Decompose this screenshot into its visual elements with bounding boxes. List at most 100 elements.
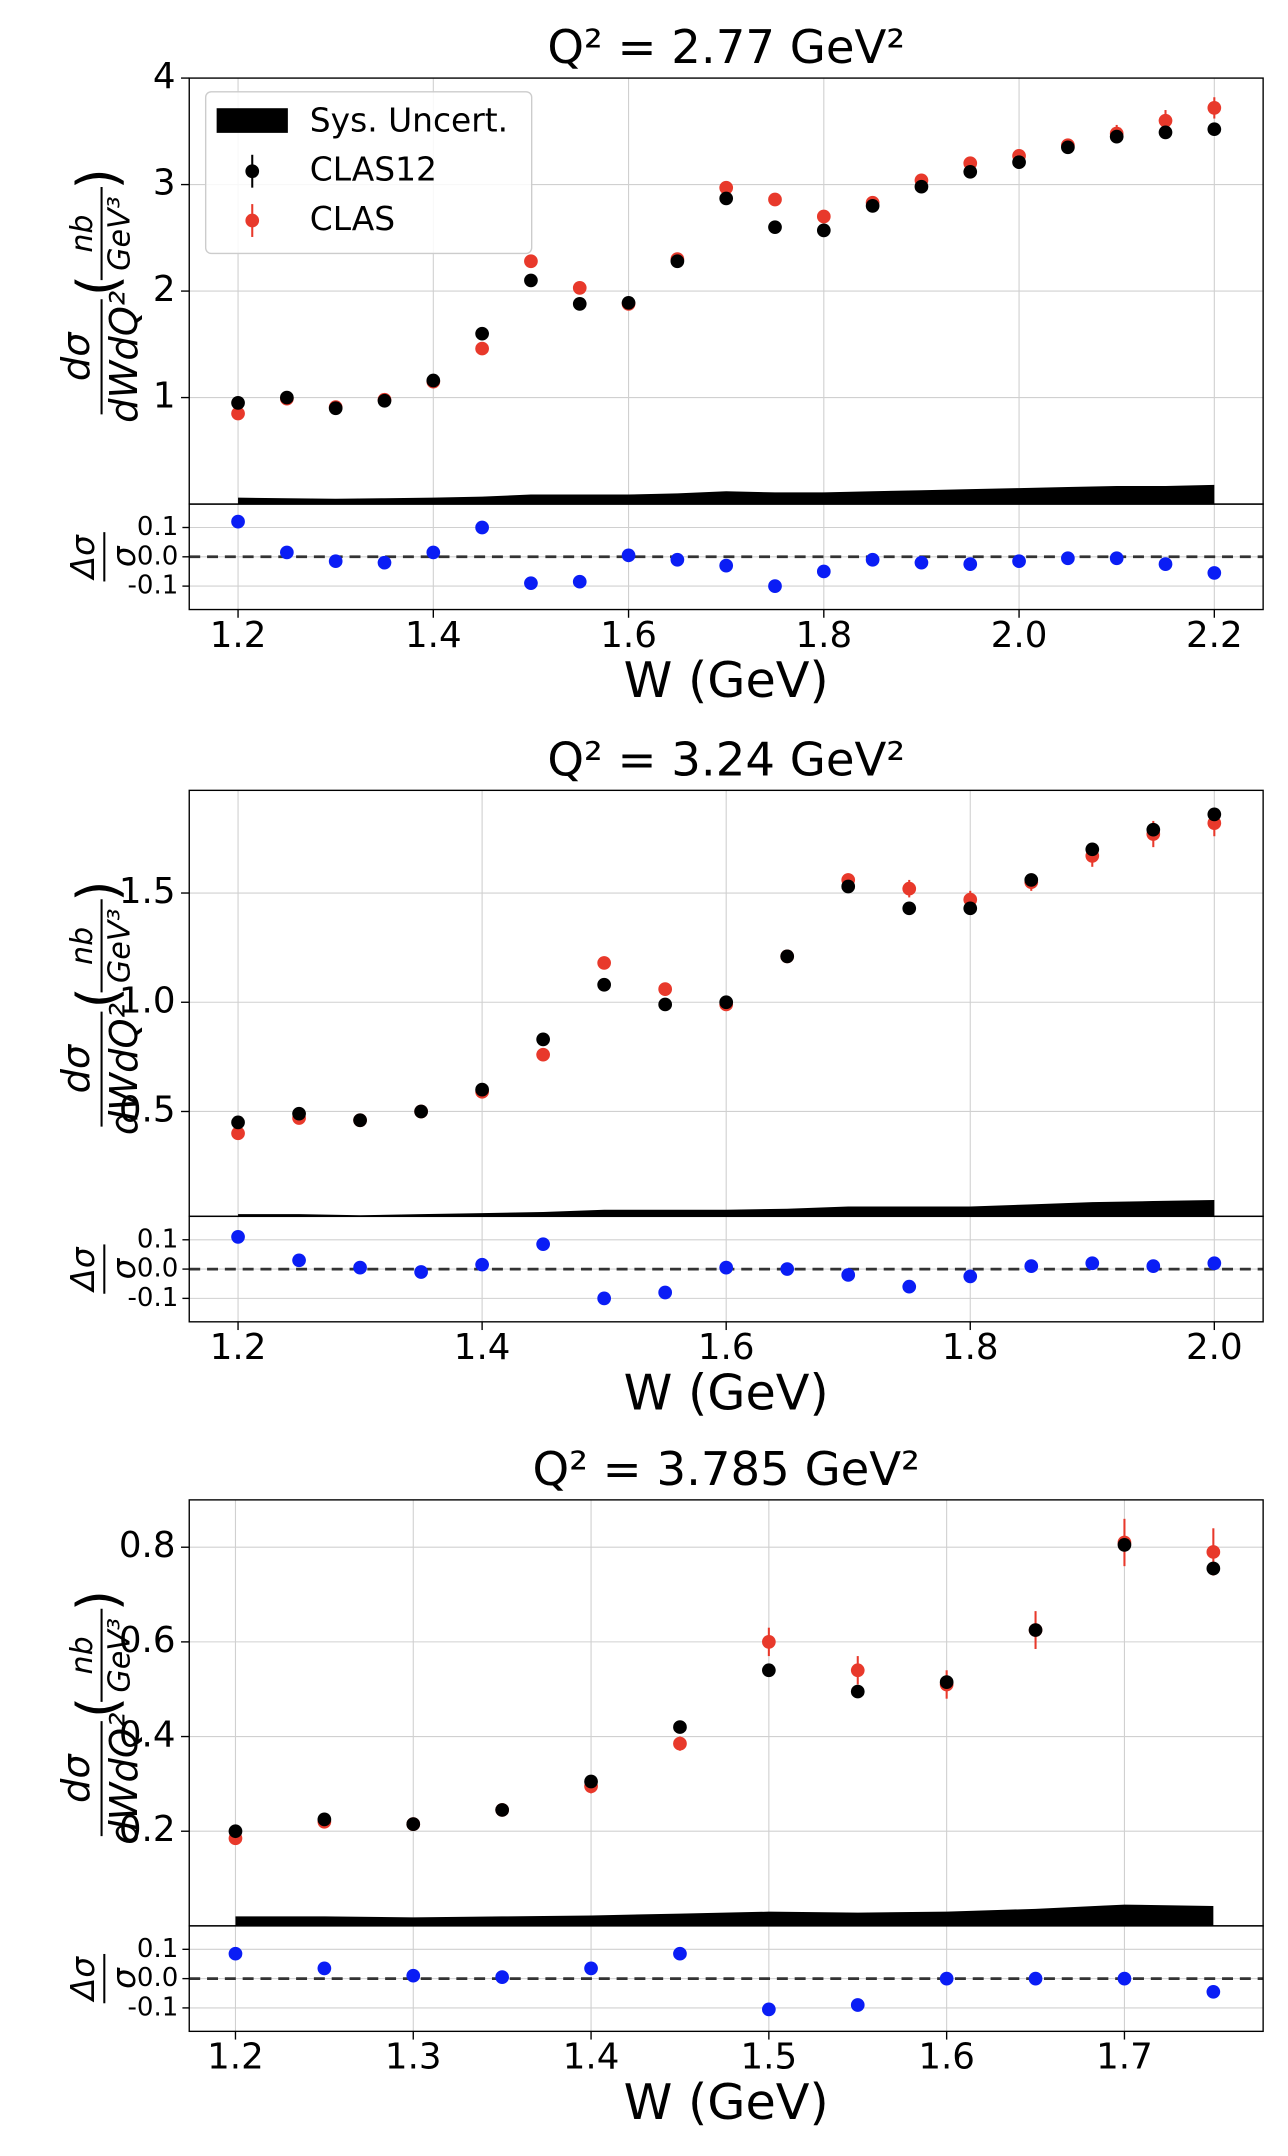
paren: ) (66, 1590, 130, 1611)
data-point (780, 949, 795, 964)
ratio-point (816, 564, 831, 579)
legend-marker (245, 164, 260, 179)
data-point (768, 220, 782, 235)
ratio-point (1024, 1259, 1039, 1274)
data-point (1158, 125, 1173, 140)
x-tick-label: 1.6 (600, 615, 657, 656)
data-point (914, 179, 929, 194)
ratio-point (1117, 1971, 1132, 1986)
data-point (353, 1113, 367, 1128)
data-point (1207, 807, 1222, 822)
data-point (231, 406, 245, 421)
data-point (495, 1803, 510, 1817)
x-tick-label: 1.3 (385, 2037, 442, 2078)
ratio-point (584, 1961, 598, 1976)
data-point (231, 1126, 245, 1141)
y-tick-label: 3 (153, 163, 176, 204)
legend-swatch (216, 108, 288, 133)
label-numerator: Δσ (63, 1246, 102, 1293)
label-numerator: nb (65, 214, 100, 252)
label-denominator: GeV³ (103, 1618, 138, 1693)
ratio-point (850, 1998, 865, 2012)
label-numerator: Δσ (63, 534, 102, 581)
ratio-y-tick-label: 0.1 (137, 1934, 178, 1964)
data-point (292, 1106, 306, 1121)
ratio-point (865, 552, 880, 567)
ratio-frame (188, 503, 1264, 611)
label-numerator: dσ (54, 331, 99, 381)
x-tick-label: 1.8 (795, 615, 852, 656)
y-axis-label: dσ dWdQ²(nb GeV³) (54, 168, 147, 423)
data-point (768, 192, 782, 207)
x-tick-label: 1.4 (454, 1327, 511, 1368)
ratio-point (536, 1237, 550, 1252)
data-point (670, 254, 685, 269)
data-point (1207, 122, 1222, 137)
data-point (328, 401, 343, 416)
y-tick-label: 0.6 (119, 1620, 176, 1661)
data-point (475, 1082, 489, 1097)
data-point (572, 297, 587, 311)
data-point (816, 209, 831, 224)
ratio-point (280, 545, 294, 560)
y-tick-label: 1 (153, 376, 176, 417)
paren: ( (66, 987, 130, 1008)
ratio-y-axis-label: Δσ σ (63, 532, 143, 581)
ratio-point (939, 1971, 954, 1986)
label-numerator: nb (65, 1636, 100, 1674)
ratio-point (317, 1961, 332, 1976)
ratio-y-tick-label: -0.1 (128, 1992, 179, 2022)
label-denominator: dWdQ² (102, 1003, 147, 1135)
x-axis-label: W (GeV) (624, 651, 829, 709)
data-point (406, 1817, 421, 1831)
data-point (1028, 1623, 1043, 1637)
y-tick-label: 1.0 (119, 980, 176, 1021)
x-tick-label: 1.2 (207, 2037, 264, 2078)
label-denominator: dWdQ² (102, 291, 147, 423)
ratio-point (658, 1285, 673, 1300)
data-point (762, 1663, 776, 1678)
data-point (658, 997, 673, 1012)
ratio-point (1109, 551, 1124, 566)
ratio-point (1061, 551, 1075, 566)
label-denominator: GeV³ (103, 909, 138, 984)
label-denominator: σ (104, 545, 143, 567)
paren: ( (66, 275, 130, 296)
ratio-point (1012, 554, 1026, 569)
ratio-point (495, 1970, 510, 1985)
ratio-point (231, 1230, 245, 1244)
ratio-point (762, 2002, 776, 2017)
data-point (902, 881, 917, 896)
data-point (719, 995, 734, 1010)
label-numerator: nb (65, 927, 100, 965)
ratio-point (768, 579, 782, 593)
label-denominator: dWdQ² (102, 1713, 147, 1845)
legend-label: CLAS12 (310, 150, 437, 189)
y-tick-label: 2 (153, 269, 176, 310)
ratio-point (841, 1268, 856, 1282)
sys-uncert-band (238, 1199, 1215, 1217)
ratio-y-tick-label: 0.0 (137, 1963, 178, 1993)
x-tick-label: 1.2 (210, 1327, 267, 1368)
ratio-point (414, 1265, 428, 1279)
ratio-point (292, 1253, 306, 1268)
data-point (1207, 101, 1222, 115)
x-tick-label: 2.0 (1186, 1327, 1243, 1368)
data-point (902, 901, 917, 916)
ratio-point (475, 1257, 489, 1272)
data-point (850, 1684, 865, 1699)
ratio-y-tick-label: 0.0 (137, 1254, 178, 1284)
x-tick-label: 1.7 (1096, 2037, 1153, 2078)
data-point (865, 199, 880, 213)
data-point (414, 1104, 428, 1119)
ratio-point (426, 545, 441, 560)
ratio-point (228, 1946, 243, 1961)
ratio-point (1158, 557, 1173, 571)
ratio-point (963, 557, 978, 571)
ratio-point (524, 576, 538, 591)
ratio-point (231, 514, 245, 529)
x-tick-label: 1.5 (741, 2037, 798, 2078)
data-point (597, 977, 612, 992)
